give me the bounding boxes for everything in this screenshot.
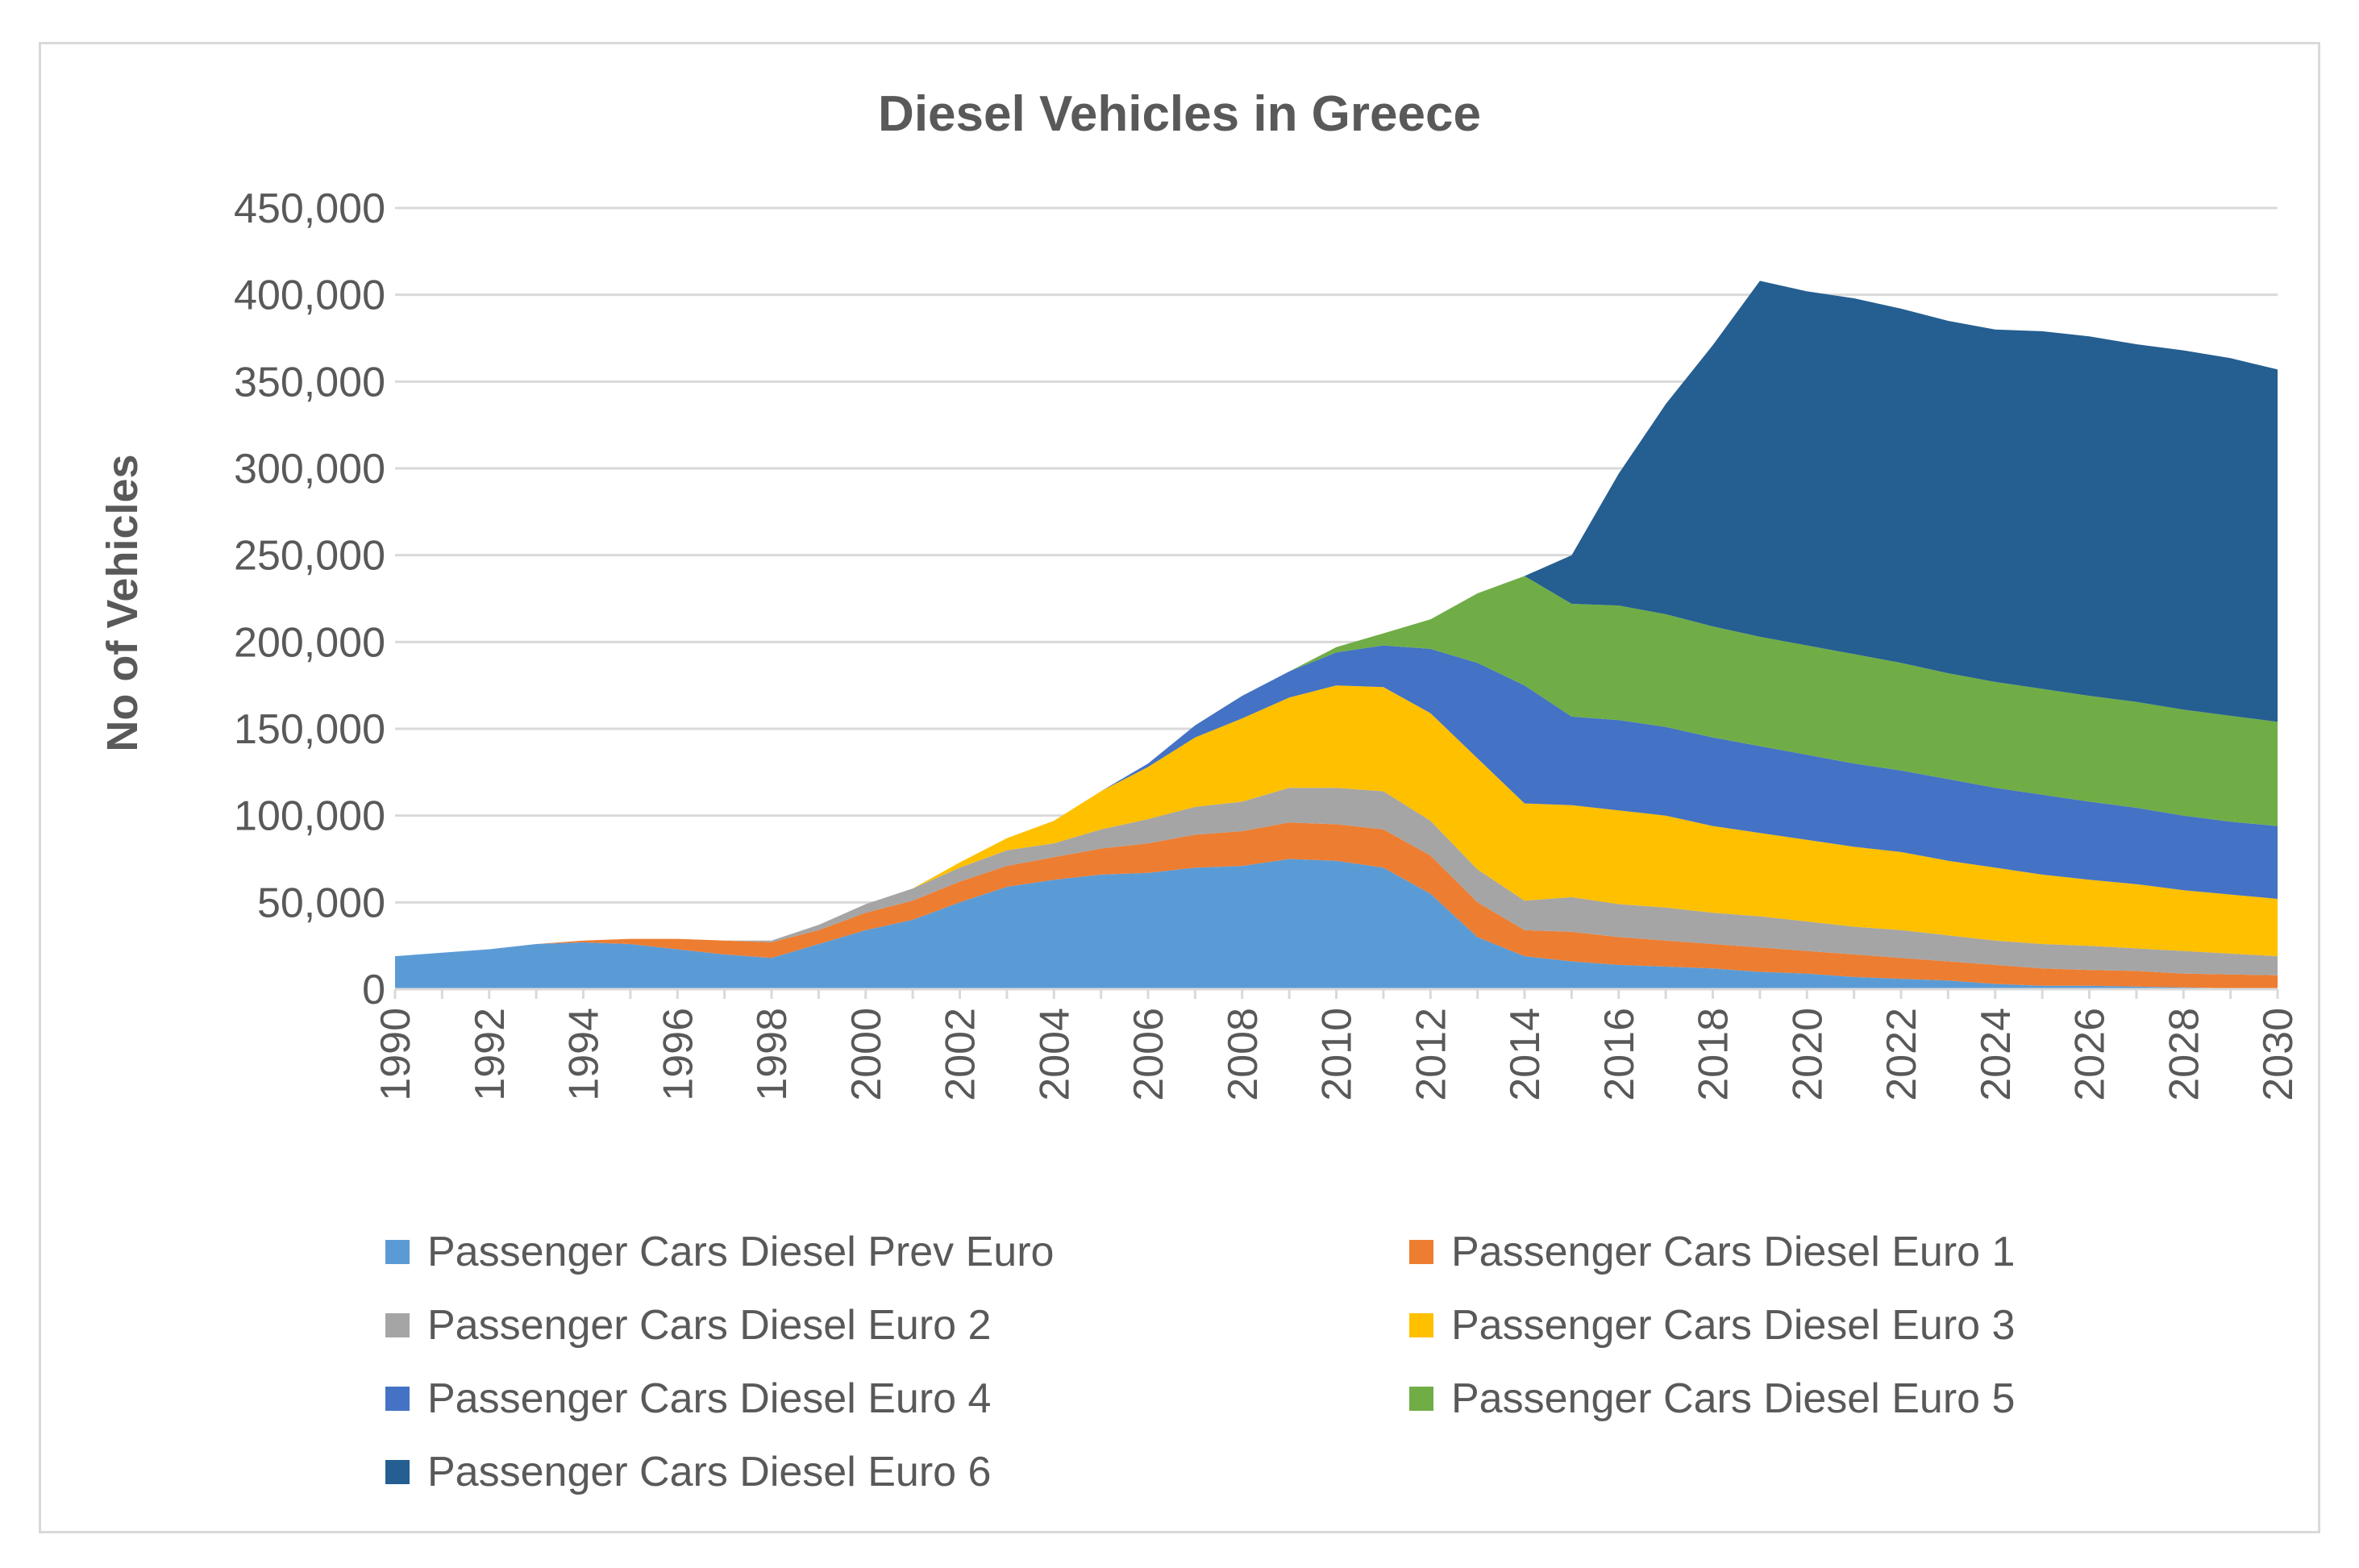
area-series [395, 281, 2278, 989]
x-tick-label: 2014 [1502, 1008, 1549, 1101]
y-tick-label: 450,000 [234, 185, 385, 232]
legend-swatch-euro-2 [385, 1313, 410, 1337]
legend-item-euro-3[interactable]: Passenger Cars Diesel Euro 3 [1409, 1301, 2015, 1350]
x-tick-label: 2030 [2255, 1008, 2302, 1101]
legend-label: Passenger Cars Diesel Euro 4 [427, 1375, 992, 1422]
x-tick-label: 2000 [843, 1008, 890, 1101]
y-axis: 0 50,000 100,000 150,000 200,000 250,000 300,0… [234, 185, 385, 1013]
legend-item-euro-5[interactable]: Passenger Cars Diesel Euro 5 [1409, 1375, 2015, 1423]
x-tick-label: 2024 [1973, 1008, 2020, 1101]
legend-label: Passenger Cars Diesel Euro 1 [1451, 1229, 2016, 1275]
x-tick-label: 1992 [467, 1008, 514, 1101]
area-series-2 [395, 788, 2278, 975]
legend-swatch-euro-4 [385, 1387, 410, 1411]
area-series-1 [395, 822, 2278, 989]
area-series-6 [395, 281, 2278, 957]
legend-label: Passenger Cars Diesel Euro 5 [1451, 1375, 2016, 1422]
legend-item-prev-euro[interactable]: Passenger Cars Diesel Prev Euro [385, 1228, 1054, 1276]
y-tick-label: 100,000 [234, 793, 385, 840]
y-tick-label: 250,000 [234, 533, 385, 580]
x-tick-label: 1996 [655, 1008, 701, 1101]
legend-item-euro-4[interactable]: Passenger Cars Diesel Euro 4 [385, 1375, 991, 1423]
legend-swatch-euro-5 [1409, 1387, 1433, 1411]
y-tick-label: 200,000 [234, 619, 385, 666]
x-tick-label: 2010 [1314, 1008, 1361, 1101]
x-tick-label: 1990 [372, 1008, 419, 1101]
x-tick-label: 2008 [1220, 1008, 1267, 1101]
legend-swatch-euro-6 [385, 1460, 410, 1484]
area-series-5 [395, 576, 2278, 957]
y-tick-label: 0 [362, 967, 385, 1013]
y-tick-label: 400,000 [234, 272, 385, 319]
legend-item-euro-6[interactable]: Passenger Cars Diesel Euro 6 [385, 1448, 991, 1496]
legend-swatch-euro-1 [1409, 1240, 1433, 1264]
legend-label: Passenger Cars Diesel Euro 3 [1451, 1302, 2016, 1349]
legend-swatch-euro-3 [1409, 1313, 1433, 1337]
x-tick-label: 2002 [938, 1008, 984, 1101]
area-series-3 [395, 685, 2278, 957]
x-tick-label: 2004 [1031, 1008, 1078, 1101]
y-tick-label: 50,000 [257, 880, 385, 926]
y-tick-label: 150,000 [234, 706, 385, 753]
x-tick-label: 2006 [1125, 1008, 1172, 1101]
x-tick-label: 2020 [1784, 1008, 1831, 1101]
x-tick-label: 2028 [2161, 1008, 2207, 1101]
x-tick-label: 1994 [561, 1008, 608, 1101]
legend-label: Passenger Cars Diesel Euro 6 [427, 1449, 992, 1495]
x-tick-label: 2016 [1596, 1008, 1643, 1101]
chart-title: Diesel Vehicles in Greece [878, 86, 1481, 142]
x-tick-label: 2022 [1878, 1008, 1925, 1101]
x-tick-label: 1998 [749, 1008, 796, 1101]
legend-item-euro-1[interactable]: Passenger Cars Diesel Euro 1 [1409, 1228, 2015, 1276]
x-tick-label: 2018 [1691, 1008, 1737, 1101]
y-tick-label: 350,000 [234, 359, 385, 406]
area-series-4 [395, 645, 2278, 957]
y-axis-label: No of Vehicles [98, 454, 147, 751]
y-tick-label: 300,000 [234, 446, 385, 493]
legend-swatch-prev-euro [385, 1240, 410, 1264]
legend-label: Passenger Cars Diesel Prev Euro [427, 1229, 1055, 1275]
area-series-0 [395, 859, 2278, 989]
x-tick-label: 2026 [2067, 1008, 2114, 1101]
x-tick-label: 2012 [1408, 1008, 1454, 1101]
legend-item-euro-2[interactable]: Passenger Cars Diesel Euro 2 [385, 1301, 991, 1350]
legend-label: Passenger Cars Diesel Euro 2 [427, 1302, 992, 1349]
x-axis: 1990 1992 1994 1996 1998 2000 2002 2004 2006 2008… [372, 988, 2302, 1101]
